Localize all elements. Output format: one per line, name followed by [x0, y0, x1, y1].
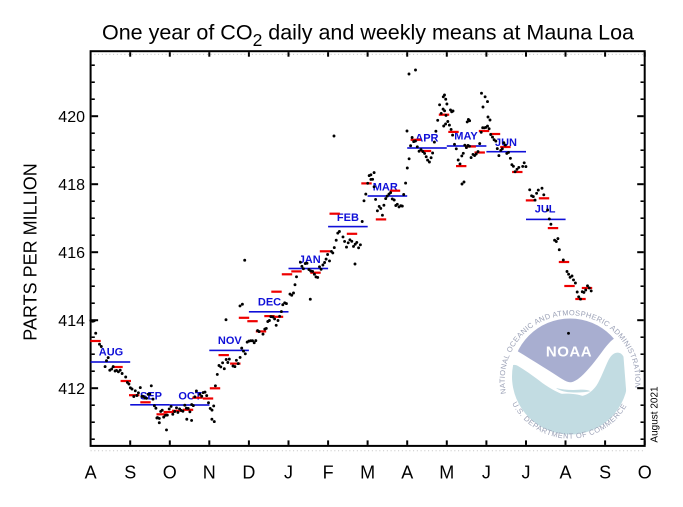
- svg-text:J: J: [482, 463, 491, 483]
- svg-text:JAN: JAN: [299, 254, 321, 266]
- svg-text:MAR: MAR: [373, 182, 398, 194]
- svg-text:JUL: JUL: [535, 203, 556, 215]
- svg-text:M: M: [360, 463, 375, 483]
- svg-text:S: S: [599, 463, 611, 483]
- svg-text:M: M: [439, 463, 454, 483]
- svg-text:OCT: OCT: [178, 390, 202, 402]
- svg-text:F: F: [323, 463, 334, 483]
- svg-text:416: 416: [58, 245, 85, 262]
- svg-text:J: J: [522, 463, 531, 483]
- svg-text:NOAA: NOAA: [546, 344, 592, 361]
- svg-text:412: 412: [58, 381, 85, 398]
- svg-text:MAY: MAY: [454, 130, 478, 142]
- svg-text:J: J: [284, 463, 293, 483]
- svg-text:S: S: [124, 463, 136, 483]
- svg-text:DEC: DEC: [258, 297, 281, 309]
- svg-text:AUG: AUG: [99, 346, 123, 358]
- svg-text:D: D: [242, 463, 255, 483]
- svg-text:O: O: [163, 463, 177, 483]
- svg-text:A: A: [401, 463, 413, 483]
- svg-text:N: N: [203, 463, 216, 483]
- svg-text:A: A: [559, 463, 571, 483]
- svg-text:O: O: [638, 463, 652, 483]
- svg-text:PARTS PER MILLION: PARTS PER MILLION: [20, 163, 40, 340]
- svg-text:418: 418: [58, 177, 85, 194]
- svg-text:414: 414: [58, 313, 85, 330]
- svg-text:NOV: NOV: [218, 335, 243, 347]
- svg-text:420: 420: [58, 109, 85, 126]
- svg-text:FEB: FEB: [337, 212, 359, 224]
- svg-text:SEP: SEP: [140, 390, 162, 402]
- svg-text:A: A: [85, 463, 97, 483]
- svg-text:August 2021: August 2021: [650, 386, 661, 443]
- svg-text:APR: APR: [415, 132, 438, 144]
